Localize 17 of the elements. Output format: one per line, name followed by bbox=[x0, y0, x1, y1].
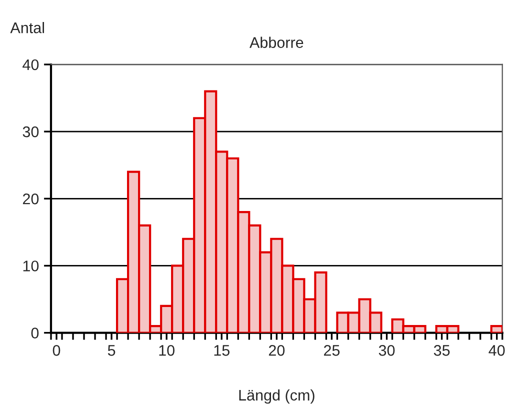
chart-title: Abborre bbox=[250, 36, 304, 48]
y-tick-label: 30 bbox=[22, 126, 39, 138]
x-tick-label: 10 bbox=[159, 345, 174, 356]
x-axis-title: Längd (cm) bbox=[239, 389, 314, 404]
x-tick-label: 35 bbox=[434, 345, 450, 356]
x-tick-label: 25 bbox=[324, 345, 340, 356]
y-tick-label: 10 bbox=[23, 260, 39, 272]
x-tick-label: 15 bbox=[214, 345, 230, 356]
x-tick-label: 30 bbox=[378, 345, 395, 356]
x-tick-label: 40 bbox=[488, 345, 505, 356]
x-tick-label: 20 bbox=[268, 345, 285, 356]
x-tick-label: 5 bbox=[108, 345, 116, 356]
x-tick-label: 0 bbox=[52, 345, 60, 356]
y-tick-label: 0 bbox=[31, 328, 39, 338]
y-tick-label: 20 bbox=[22, 194, 39, 204]
y-axis-title: Antal bbox=[10, 22, 44, 34]
y-tick-label: 40 bbox=[22, 59, 39, 70]
